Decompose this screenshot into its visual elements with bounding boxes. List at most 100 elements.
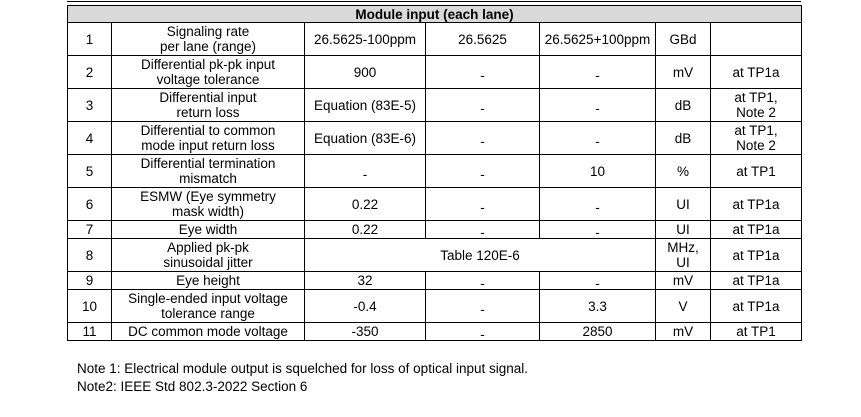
typ-cell: - <box>425 271 540 291</box>
min-cell: 32 <box>304 271 426 290</box>
unit-cell: dB <box>655 88 711 122</box>
row-number: 5 <box>67 154 112 188</box>
condition-cell: at TP1, Note 2 <box>709 88 803 122</box>
unit-cell: mV <box>655 322 711 341</box>
row-number: 9 <box>67 271 112 290</box>
unit-cell: MHz, UI <box>655 238 711 272</box>
table-row: 6 ESMW (Eye symmetry mask width) 0.22 - … <box>67 187 803 221</box>
parameter-cell: Applied pk-pk sinusoidal jitter <box>111 238 305 272</box>
row-number: 7 <box>67 220 112 239</box>
max-cell: 2850 <box>539 322 656 341</box>
min-cell: 0.22 <box>304 187 426 221</box>
dash-value: - <box>480 67 485 83</box>
row-number: 10 <box>67 289 112 323</box>
parameter-cell: Single-ended input voltage tolerance ran… <box>111 289 305 323</box>
dash-value: - <box>480 276 485 291</box>
unit-cell: dB <box>655 121 711 155</box>
row-number: 3 <box>67 88 112 122</box>
dash-value: - <box>595 276 600 291</box>
dash-value: - <box>595 133 600 149</box>
max-cell: - <box>539 121 656 155</box>
unit-cell: V <box>655 289 711 323</box>
min-cell: 900 <box>304 55 426 89</box>
typ-cell: - <box>425 187 540 221</box>
max-cell: - <box>539 187 656 221</box>
table-notes: Note 1: Electrical module output is sque… <box>77 360 528 396</box>
row-number: 8 <box>67 238 112 272</box>
table-row: 10 Single-ended input voltage tolerance … <box>67 289 803 323</box>
dash-value: - <box>480 133 485 149</box>
min-cell: 0.22 <box>304 220 426 239</box>
min-cell: -0.4 <box>304 289 426 323</box>
typ-cell: - <box>425 88 540 122</box>
table-row: 2 Differential pk-pk input voltage toler… <box>67 55 803 89</box>
min-cell: -350 <box>304 322 426 341</box>
unit-cell: mV <box>655 55 711 89</box>
table-row: 5 Differential termination mismatch - - … <box>67 154 803 188</box>
max-cell: 3.3 <box>539 289 656 323</box>
dash-value: - <box>480 301 485 317</box>
unit-cell: % <box>655 154 711 188</box>
typ-cell: - <box>425 322 540 342</box>
row-number: 6 <box>67 187 112 221</box>
unit-cell: UI <box>655 220 711 239</box>
parameter-cell: Differential to common mode input return… <box>111 121 305 155</box>
module-input-table: Module input (each lane) 1 Signaling rat… <box>66 5 803 342</box>
condition-cell: at TP1a <box>709 55 803 89</box>
dash-value: - <box>595 100 600 116</box>
table-row: 11 DC common mode voltage -350 - 2850 mV… <box>67 322 803 342</box>
table-row: 8 Applied pk-pk sinusoidal jitter Table … <box>67 238 803 272</box>
unit-cell: mV <box>655 271 711 290</box>
dash-value: - <box>595 67 600 83</box>
max-cell: - <box>539 88 656 122</box>
dash-value: - <box>480 225 485 240</box>
condition-cell <box>709 22 803 56</box>
dash-value: - <box>595 225 600 240</box>
dash-value: - <box>480 327 485 342</box>
condition-cell: at TP1a <box>709 187 803 221</box>
unit-cell: GBd <box>655 22 711 56</box>
table-header-row: Module input (each lane) <box>66 5 803 23</box>
typ-cell: - <box>425 220 540 240</box>
parameter-cell: Differential pk-pk input voltage toleran… <box>111 55 305 89</box>
condition-cell: at TP1 <box>709 154 803 188</box>
parameter-cell: Differential termination mismatch <box>111 154 305 188</box>
condition-cell: at TP1a <box>709 289 803 323</box>
min-cell: 26.5625-100ppm <box>304 22 426 56</box>
condition-cell: at TP1, Note 2 <box>709 121 803 155</box>
parameter-cell: Signaling rate per lane (range) <box>111 22 305 56</box>
parameter-cell: Differential input return loss <box>111 88 305 122</box>
row-number: 2 <box>67 55 112 89</box>
max-cell: - <box>539 55 656 89</box>
note-2: Note2: IEEE Std 802.3-2022 Section 6 <box>77 379 308 394</box>
min-cell: Equation (83E-5) <box>304 88 426 122</box>
row-number: 1 <box>67 22 112 56</box>
typ-cell: 26.5625 <box>425 22 540 56</box>
typ-cell: - <box>425 289 540 323</box>
unit-cell: UI <box>655 187 711 221</box>
row-number: 11 <box>67 322 112 341</box>
parameter-cell: Eye width <box>111 220 305 239</box>
dash-value: - <box>480 100 485 116</box>
table-row: 1 Signaling rate per lane (range) 26.562… <box>67 22 803 56</box>
table-title: Module input (each lane) <box>66 5 803 23</box>
typ-cell: - <box>425 55 540 89</box>
condition-cell: at TP1a <box>709 271 803 290</box>
parameter-cell: Eye height <box>111 271 305 290</box>
dash-value: - <box>362 166 368 182</box>
note-1: Note 1: Electrical module output is sque… <box>77 361 528 376</box>
dash-value: - <box>480 166 485 182</box>
min-cell: - <box>304 154 426 188</box>
max-cell: - <box>539 220 656 240</box>
typ-cell: - <box>425 154 540 188</box>
condition-cell: at TP1a <box>709 238 803 272</box>
typ-cell: - <box>425 121 540 155</box>
table-row: 4 Differential to common mode input retu… <box>67 121 803 155</box>
max-cell: 10 <box>539 154 656 188</box>
condition-cell: at TP1 <box>709 322 803 341</box>
table-row: 3 Differential input return loss Equatio… <box>67 88 803 122</box>
min-cell: Equation (83E-6) <box>304 121 426 155</box>
span-value-cell: Table 120E-6 <box>304 238 656 272</box>
dash-value: - <box>480 199 485 215</box>
table-row: 7 Eye width 0.22 - - UI at TP1a <box>67 220 803 240</box>
